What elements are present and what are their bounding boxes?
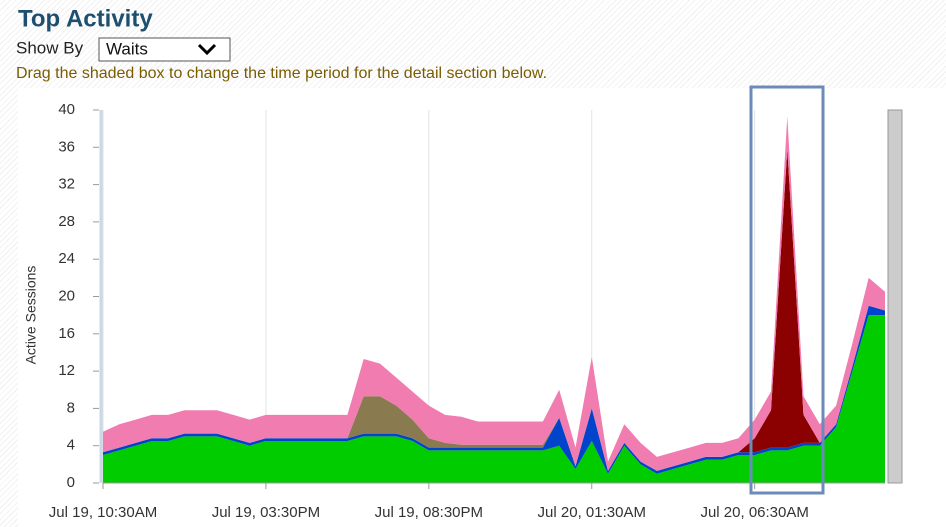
y-tick-label: 8 bbox=[67, 399, 75, 416]
x-tick-label: Jul 19, 03:30PM bbox=[212, 504, 320, 521]
scroll-handle[interactable] bbox=[887, 109, 903, 484]
y-axis-label: Active Sessions bbox=[23, 266, 39, 365]
x-tick-label: Jul 19, 10:30AM bbox=[49, 504, 157, 521]
area bbox=[103, 315, 885, 483]
x-tick-label: Jul 20, 06:30AM bbox=[700, 504, 808, 521]
select-box[interactable] bbox=[98, 37, 231, 62]
area bbox=[103, 149, 885, 471]
y-tick-label: 32 bbox=[58, 176, 75, 193]
y-tick-label: 40 bbox=[58, 101, 75, 118]
show-by-select[interactable]: Waits bbox=[98, 37, 231, 62]
y-tick-label: 24 bbox=[58, 250, 75, 267]
y-tick-label: 12 bbox=[58, 362, 75, 379]
y-tick-label: 0 bbox=[67, 474, 75, 491]
select-value[interactable]: Waits bbox=[106, 39, 148, 58]
selection-box[interactable] bbox=[749, 85, 825, 495]
x-tick-label: Jul 19, 08:30PM bbox=[375, 504, 483, 521]
y-tick-label: 4 bbox=[67, 437, 75, 454]
y-tick-label: 28 bbox=[58, 213, 75, 230]
y-tick-label: 20 bbox=[58, 287, 75, 304]
x-tick-label: Jul 20, 01:30AM bbox=[538, 504, 646, 521]
y-tick-label: 36 bbox=[58, 138, 75, 155]
select-arrow[interactable] bbox=[197, 43, 217, 56]
show-by-label: Show By bbox=[16, 38, 84, 57]
page-title: Top Activity bbox=[18, 5, 153, 32]
plot: Jul 19, 10:30AM Jul 19, 03:30PM Jul 19, 08… bbox=[49, 101, 885, 521]
instruction: Drag the shaded box to change the time p… bbox=[16, 65, 547, 82]
y-tick-label: 16 bbox=[58, 325, 75, 342]
